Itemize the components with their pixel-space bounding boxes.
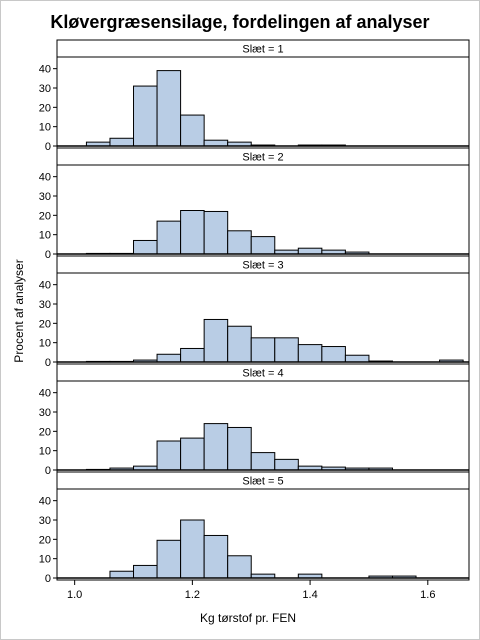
histogram-bar [156,353,182,363]
y-tick-label: 20 [39,534,51,546]
histogram-bar [321,346,346,363]
panel-strip-label: Slæt = 3 [242,260,283,272]
y-axis-label: Procent af analyser [12,259,26,362]
histogram-bar [203,423,229,471]
panel-strip-label: Slæt = 5 [242,476,283,488]
y-tick-label: 20 [39,426,51,438]
histogram-bar [203,139,229,147]
y-tick-label: 20 [39,102,51,114]
histogram-bar [156,220,182,255]
histogram-bar [227,325,252,363]
histogram-bar [344,354,370,363]
histogram-bar [180,437,205,471]
x-tick-label: 1.2 [185,589,200,601]
histogram-bar [274,337,299,363]
panel-strip-label: Slæt = 4 [242,368,283,380]
histogram-bar [227,426,252,471]
y-tick-label: 40 [39,496,51,508]
y-tick-label: 20 [39,210,51,222]
y-tick-label: 0 [45,357,51,369]
histogram-bar [297,247,323,255]
panel-strip-label: Slæt = 1 [242,44,283,56]
y-tick-label: 30 [39,299,51,311]
y-tick-label: 40 [39,280,51,292]
histogram-bar [156,440,182,471]
histogram-bar [133,85,158,147]
histogram-bar [227,230,252,255]
histogram-bar [133,564,158,579]
y-tick-label: 40 [39,172,51,184]
x-axis-label: Kg tørstof pr. FEN [200,611,296,625]
histogram-bar [227,555,252,579]
y-tick-label: 0 [45,573,51,585]
histogram-bar [297,344,323,363]
histogram-bar [274,458,299,471]
histogram-bar [109,570,135,579]
histogram-bar [203,534,229,579]
y-tick-label: 0 [45,249,51,261]
panels-group: Slæt = 1 0 10 20 30 40 Slæt = 2 0 10 20 30 40 Slæt =… [39,39,470,601]
histogram-bar [203,318,229,363]
histogram-bar [250,337,276,363]
histogram-bar [203,210,229,255]
y-tick-label: 30 [39,83,51,95]
y-tick-label: 10 [39,554,51,566]
histogram-bar [180,347,205,363]
histogram-bar [250,236,276,255]
panel-frame [56,488,470,581]
y-tick-label: 0 [45,465,51,477]
y-tick-label: 30 [39,515,51,527]
histogram-bar [180,114,205,147]
y-tick-label: 20 [39,318,51,330]
histogram-bar [156,539,182,579]
y-tick-label: 10 [39,230,51,242]
chart-title: Kløvergræsensilage, fordelingen af analy… [50,12,429,32]
x-tick-label: 1.0 [67,589,82,601]
y-tick-label: 10 [39,338,51,350]
histogram-bar [133,239,158,255]
y-tick-label: 40 [39,388,51,400]
y-tick-label: 10 [39,446,51,458]
histogram-bar [109,137,135,147]
x-tick-label: 1.4 [302,589,317,601]
y-tick-label: 30 [39,407,51,419]
histogram-bar [156,70,182,147]
y-tick-label: 10 [39,122,51,134]
y-tick-label: 30 [39,191,51,203]
panel-strip-label: Slæt = 2 [242,152,283,164]
panel-frame [56,56,470,149]
y-tick-label: 40 [39,64,51,76]
y-tick-label: 0 [45,141,51,153]
histogram-bar [180,519,205,579]
histogram-bar [250,452,276,471]
histogram-bar [180,210,205,255]
x-tick-label: 1.6 [420,589,435,601]
